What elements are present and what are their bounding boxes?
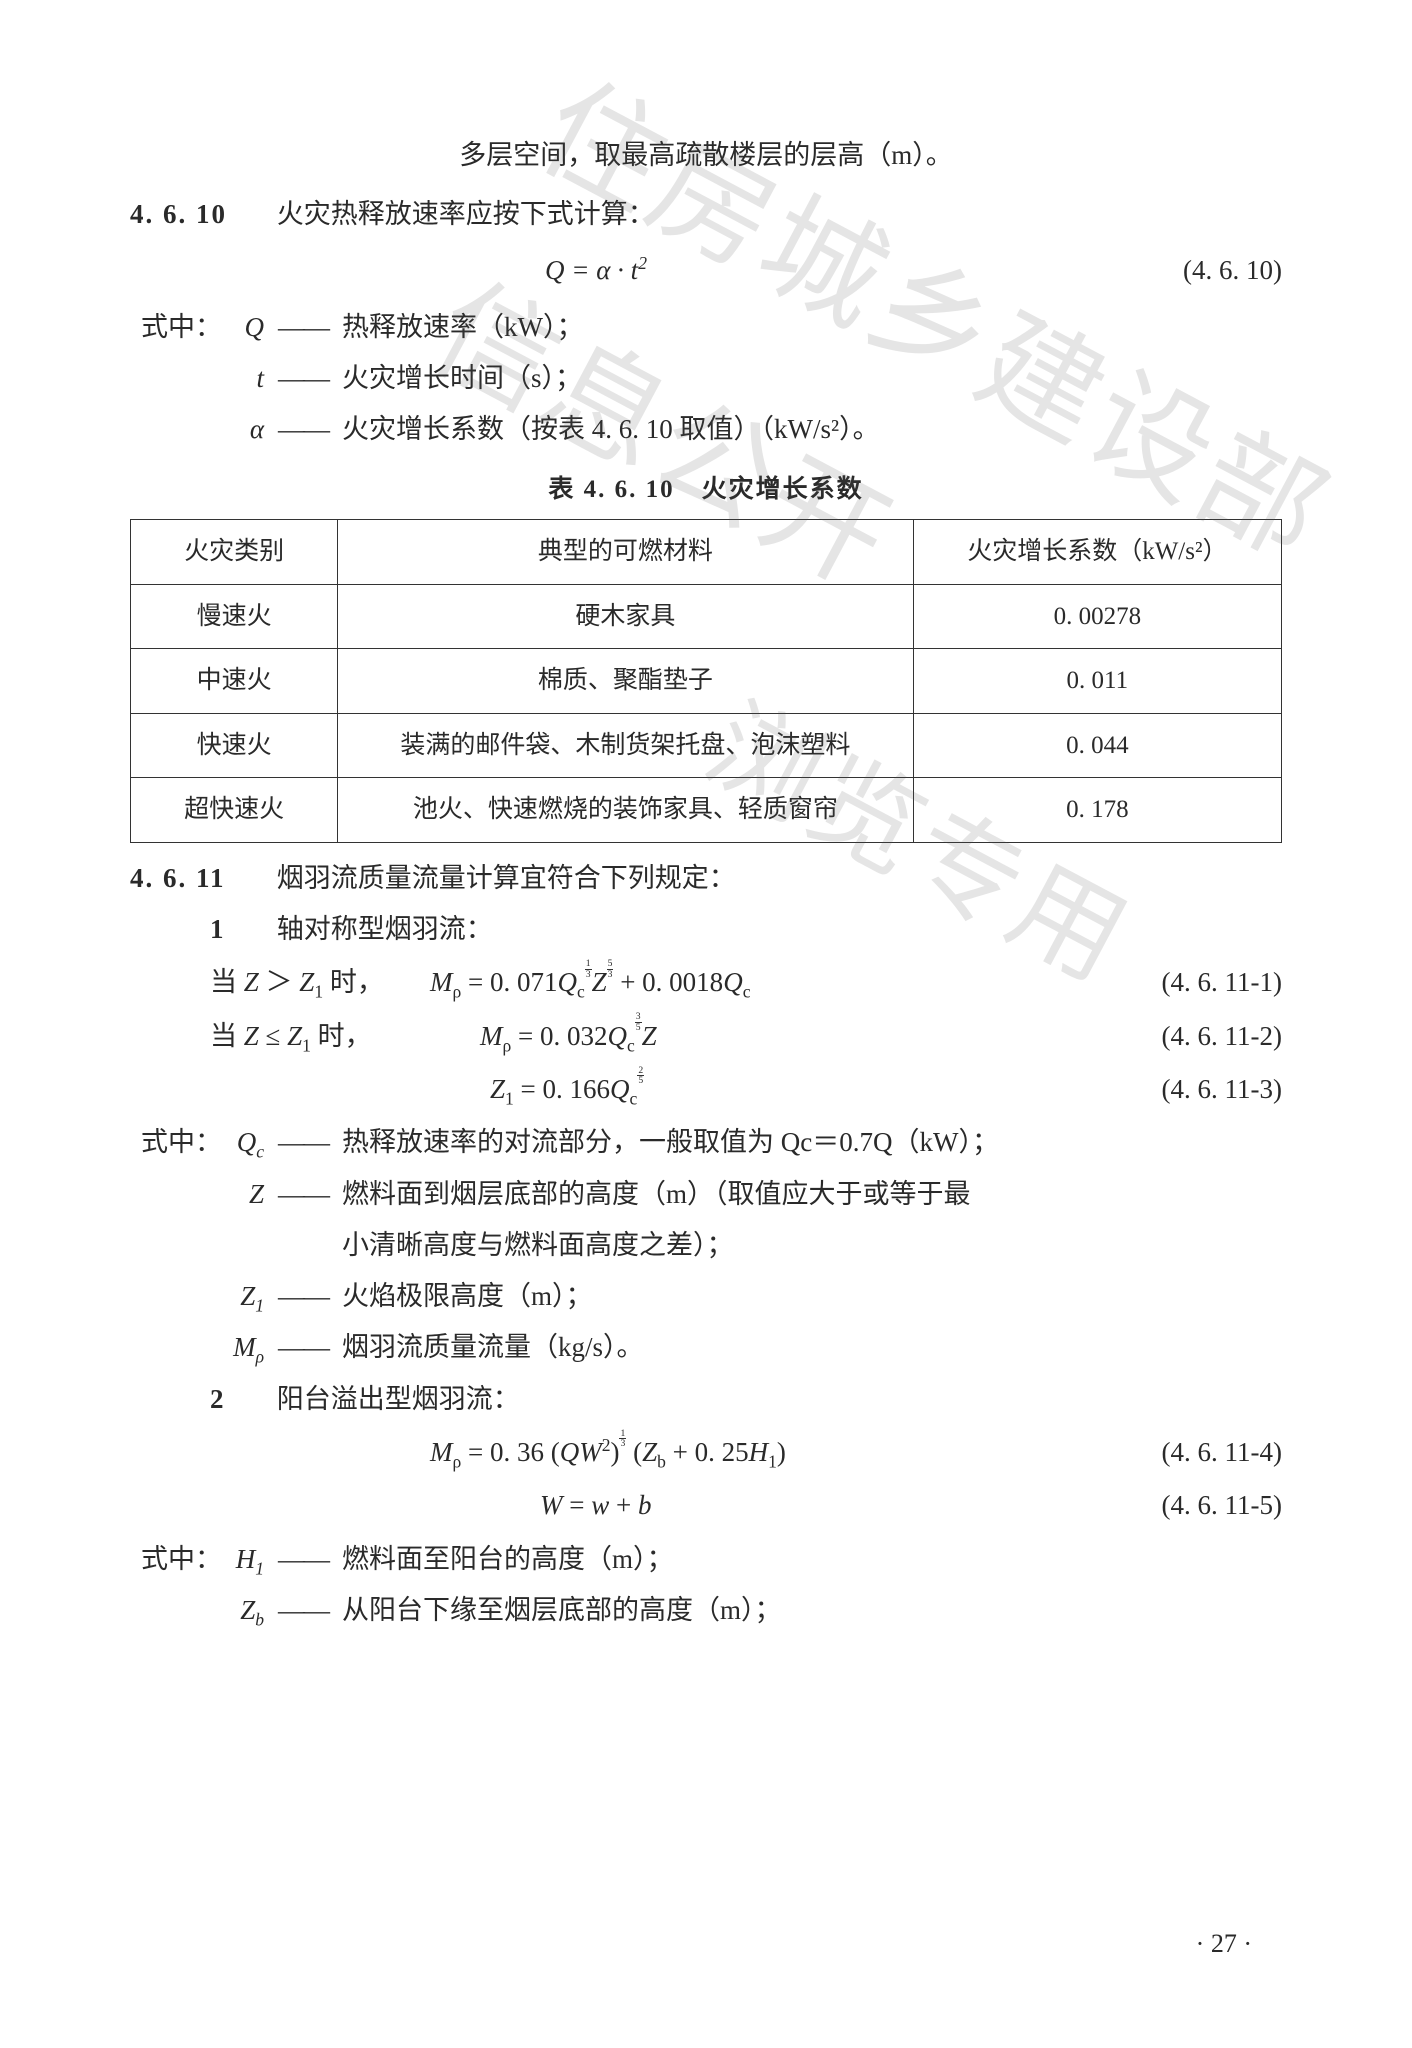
def-variable: Z1 [222, 1271, 264, 1322]
table-cell: 0. 011 [913, 649, 1281, 714]
equation-number: (4. 6. 10) [1062, 245, 1282, 296]
eq-condition: 当 Z ≤ Z1 时， [130, 1011, 390, 1062]
def-variable: Zb [222, 1585, 264, 1636]
def-dash: —— [264, 353, 342, 404]
def-dash: —— [264, 1322, 342, 1373]
eq-number: (4. 6. 11-4) [1062, 1427, 1282, 1478]
definition-row: 式中：H1——燃料面至阳台的高度（m）； [130, 1534, 1282, 1585]
table-title: 表 4. 6. 10 火灾增长系数 [130, 466, 1282, 514]
continued-text: 多层空间，取最高疏散楼层的层高（m）。 [130, 130, 1282, 181]
fire-growth-table: 火灾类别典型的可燃材料火灾增长系数（kW/s²） 慢速火硬木家具0. 00278… [130, 519, 1282, 843]
definition-row: α——火灾增长系数（按表 4. 6. 10 取值）（kW/s²）。 [130, 404, 1282, 455]
table-row: 慢速火硬木家具0. 00278 [131, 584, 1282, 649]
section-title: 火灾热释放速率应按下式计算： [277, 199, 655, 229]
section-4-6-11: 4. 6. 11 烟羽流质量流量计算宜符合下列规定： [130, 853, 1282, 904]
definition-row: 式中：Qc——热释放速率的对流部分，一般取值为 Qc＝0.7Q（kW）； [130, 1117, 1282, 1168]
eq-number: (4. 6. 11-2) [1062, 1011, 1282, 1062]
eq-text: Q = α · t [545, 255, 638, 285]
definition-row: Z1——火焰极限高度（m）； [130, 1271, 1282, 1322]
subitem-label: 轴对称型烟羽流： [277, 914, 493, 944]
table-cell: 0. 178 [913, 778, 1281, 843]
definition-row: Zb——从阳台下缘至烟层底部的高度（m）； [130, 1585, 1282, 1636]
section-number: 4. 6. 10 [130, 189, 270, 240]
def-text: 从阳台下缘至烟层底部的高度（m）； [342, 1595, 782, 1625]
equation-4-6-11-4: Mρ = 0. 36 (QW2)13 (Zb + 0. 25H1) (4. 6.… [130, 1427, 1282, 1478]
eq-body: Mρ = 0. 36 (QW2)13 (Zb + 0. 25H1) [390, 1427, 1062, 1478]
table-row: 超快速火池火、快速燃烧的装饰家具、轻质窗帘0. 178 [131, 778, 1282, 843]
def-text: 燃料面至阳台的高度（m）； [342, 1544, 674, 1574]
def-variable: α [222, 404, 264, 455]
def-dash: —— [264, 1534, 342, 1585]
def-dash: —— [264, 302, 342, 353]
equation-4-6-11-2: 当 Z ≤ Z1 时， Mρ = 0. 032Qc35Z (4. 6. 11-2… [130, 1011, 1282, 1062]
def-text: 热释放速率（kW）； [342, 312, 583, 342]
definition-row: Z——燃料面到烟层底部的高度（m）（取值应大于或等于最 [130, 1169, 1282, 1220]
def-prefix: 式中： [130, 302, 222, 353]
table-header: 典型的可燃材料 [338, 520, 914, 585]
def-variable: H1 [222, 1534, 264, 1585]
def-dash: —— [264, 1585, 342, 1636]
table-cell: 硬木家具 [338, 584, 914, 649]
equation-4-6-10: Q = α · t2 (4. 6. 10) [130, 245, 1282, 296]
equation-4-6-11-3: Z1 = 0. 166Qc25 (4. 6. 11-3) [130, 1064, 1282, 1115]
eq-number: (4. 6. 11-1) [1062, 957, 1282, 1008]
table-cell: 池火、快速燃烧的装饰家具、轻质窗帘 [338, 778, 914, 843]
def-text: 燃料面到烟层底部的高度（m）（取值应大于或等于最 [342, 1179, 971, 1209]
def-text: 火灾增长时间（s）； [342, 363, 582, 393]
table-row: 快速火装满的邮件袋、木制货架托盘、泡沫塑料0. 044 [131, 713, 1282, 778]
def-dash: —— [264, 1169, 342, 1220]
table-cell: 中速火 [131, 649, 338, 714]
table-cell: 超快速火 [131, 778, 338, 843]
table-row: 中速火棉质、聚酯垫子0. 011 [131, 649, 1282, 714]
section-number: 4. 6. 11 [130, 853, 270, 904]
eq-number: (4. 6. 11-3) [1062, 1064, 1282, 1115]
def-variable: Z [222, 1169, 264, 1220]
eq-body: Mρ = 0. 032Qc35Z [390, 1011, 1062, 1062]
def-prefix: 式中： [130, 1534, 222, 1585]
def-text: 火灾增长系数（按表 4. 6. 10 取值）（kW/s²）。 [342, 414, 880, 444]
table-cell: 棉质、聚酯垫子 [338, 649, 914, 714]
table-header: 火灾类别 [131, 520, 338, 585]
table-cell: 0. 044 [913, 713, 1281, 778]
def-text: 火焰极限高度（m）； [342, 1281, 593, 1311]
table-cell: 慢速火 [131, 584, 338, 649]
table-cell: 装满的邮件袋、木制货架托盘、泡沫塑料 [338, 713, 914, 778]
eq-body: W = w + b [390, 1480, 1062, 1531]
page-number: · 27 · [1196, 1919, 1252, 1968]
eq-body: Z1 = 0. 166Qc25 [390, 1064, 1062, 1115]
def-text: 热释放速率的对流部分，一般取值为 Qc＝0.7Q（kW）； [342, 1127, 999, 1157]
table-header: 火灾增长系数（kW/s²） [913, 520, 1281, 585]
table-cell: 快速火 [131, 713, 338, 778]
eq-body: Mρ = 0. 071Qc13Z53 + 0. 0018Qc [390, 957, 1062, 1008]
definition-continuation: 小清晰高度与燃料面高度之差）； [342, 1220, 1282, 1271]
section-title: 烟羽流质量流量计算宜符合下列规定： [277, 863, 736, 893]
table-cell: 0. 00278 [913, 584, 1281, 649]
definition-row: t——火灾增长时间（s）； [130, 353, 1282, 404]
def-dash: —— [264, 404, 342, 455]
eq-number: (4. 6. 11-5) [1062, 1480, 1282, 1531]
def-variable: Q [222, 302, 264, 353]
section-4-6-10: 4. 6. 10 火灾热释放速率应按下式计算： [130, 189, 1282, 240]
def-dash: —— [264, 1271, 342, 1322]
eq-exponent: 2 [638, 253, 647, 273]
eq-condition: 当 Z ＞ Z1 时， [130, 957, 390, 1008]
subitem-1: 1 轴对称型烟羽流： [130, 904, 1282, 955]
subitem-label: 阳台溢出型烟羽流： [277, 1384, 520, 1414]
equation-4-6-11-1: 当 Z ＞ Z1 时， Mρ = 0. 071Qc13Z53 + 0. 0018… [130, 957, 1282, 1008]
def-dash: —— [264, 1117, 342, 1168]
def-prefix: 式中： [130, 1117, 222, 1168]
def-variable: Qc [222, 1117, 264, 1168]
subitem-number: 1 [210, 904, 270, 955]
subitem-number: 2 [210, 1374, 270, 1425]
def-variable: Mρ [222, 1322, 264, 1373]
subitem-2: 2 阳台溢出型烟羽流： [130, 1374, 1282, 1425]
definition-row: Mρ——烟羽流质量流量（kg/s）。 [130, 1322, 1282, 1373]
definition-row: 式中：Q——热释放速率（kW）； [130, 302, 1282, 353]
equation-body: Q = α · t2 [130, 245, 1062, 296]
def-variable: t [222, 353, 264, 404]
def-text: 烟羽流质量流量（kg/s）。 [342, 1332, 644, 1362]
equation-4-6-11-5: W = w + b (4. 6. 11-5) [130, 1480, 1282, 1531]
